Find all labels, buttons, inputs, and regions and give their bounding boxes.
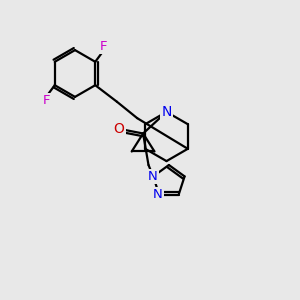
Text: O: O [114,122,124,136]
Text: F: F [100,40,107,53]
Text: N: N [153,188,163,201]
Text: N: N [148,170,158,183]
Text: F: F [43,94,50,107]
Text: N: N [161,105,172,119]
